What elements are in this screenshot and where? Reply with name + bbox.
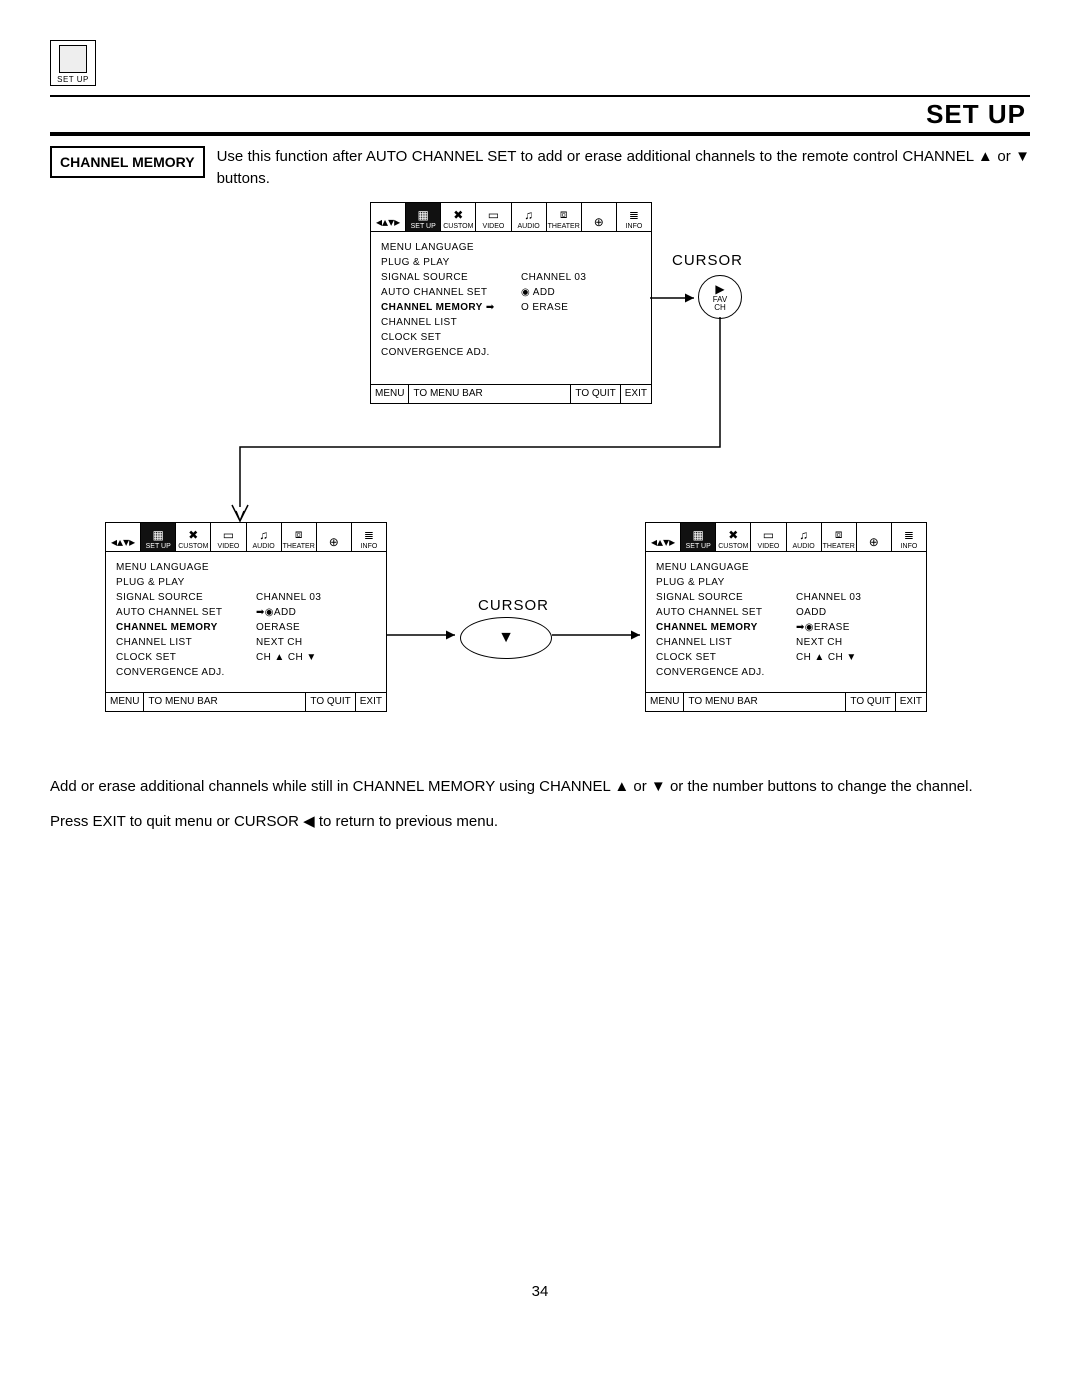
menubar: ◂▴▾▸ ▦SET UP ✖CUSTOM ▭VIDEO ♫AUDIO ⧈THEA… [106,523,386,552]
menubar-audio: ♫AUDIO [512,203,547,231]
diagram-area: ◂▴▾▸ ▦SET UP ✖CUSTOM ▭VIDEO ♫AUDIO ⧈THEA… [90,202,990,762]
menu-body: MENU LANGUAGE PLUG & PLAY SIGNAL SOURCEC… [371,232,651,366]
menubar-setup: ▦SET UP [681,523,716,551]
menubar-theater: ⧈THEATER [547,203,582,231]
setup-icon-label: SET UP [51,75,95,84]
menubar-setup: ▦SET UP [141,523,176,551]
cursor-label-2: CURSOR [478,597,549,614]
cursor-favch-button: ▶ FAVCH [698,275,742,319]
menubar-info: ≣INFO [617,203,651,231]
menubar-blank: ⊕ [317,523,352,551]
menubar-custom: ✖CUSTOM [716,523,751,551]
menu-screen-1: ◂▴▾▸ ▦SET UP ✖CUSTOM ▭VIDEO ♫AUDIO ⧈THEA… [370,202,652,404]
menubar-video: ▭VIDEO [476,203,511,231]
connector-arrow-3 [387,625,462,645]
title-bar: SET UP [50,95,1030,136]
menubar-blank: ⊕ [582,203,617,231]
menubar-theater: ⧈THEATER [282,523,317,551]
cursor-down-button: ▼ [460,617,552,659]
menubar-info: ≣INFO [352,523,386,551]
menubar-theater: ⧈THEATER [822,523,857,551]
intro-text: Use this function after AUTO CHANNEL SET… [217,146,1030,190]
menubar-custom: ✖CUSTOM [176,523,211,551]
menu-footer: MENU TO MENU BAR TO QUIT EXIT [371,384,651,403]
menu-footer: MENU TO MENU BAR TO QUIT EXIT [106,692,386,711]
connector-arrow-1 [650,292,700,304]
menu-screen-2: ◂▴▾▸ ▦SET UP ✖CUSTOM ▭VIDEO ♫AUDIO ⧈THEA… [105,522,387,712]
menubar-audio: ♫AUDIO [247,523,282,551]
menubar: ◂▴▾▸ ▦SET UP ✖CUSTOM ▭VIDEO ♫AUDIO ⧈THEA… [646,523,926,552]
menu-body: MENU LANGUAGE PLUG & PLAY SIGNAL SOURCEC… [646,552,926,686]
menubar-info: ≣INFO [892,523,926,551]
menu-screen-3: ◂▴▾▸ ▦SET UP ✖CUSTOM ▭VIDEO ♫AUDIO ⧈THEA… [645,522,927,712]
body-paragraph-2: Press EXIT to quit menu or CURSOR ◀ to r… [50,811,1030,833]
page-number: 34 [50,1283,1030,1300]
nav-arrows-icon: ◂▴▾▸ [371,203,406,231]
menubar-setup: ▦SET UP [406,203,441,231]
cursor-label-1: CURSOR [672,252,743,269]
menubar-audio: ♫AUDIO [787,523,822,551]
menubar: ◂▴▾▸ ▦SET UP ✖CUSTOM ▭VIDEO ♫AUDIO ⧈THEA… [371,203,651,232]
nav-arrows-icon: ◂▴▾▸ [106,523,141,551]
menu-footer: MENU TO MENU BAR TO QUIT EXIT [646,692,926,711]
menubar-video: ▭VIDEO [211,523,246,551]
menubar-video: ▭VIDEO [751,523,786,551]
menubar-blank: ⊕ [857,523,892,551]
body-paragraph-1: Add or erase additional channels while s… [50,776,1030,798]
connector-arrow-4 [552,625,647,645]
menu-body: MENU LANGUAGE PLUG & PLAY SIGNAL SOURCEC… [106,552,386,686]
intro-row: CHANNEL MEMORY Use this function after A… [50,146,1030,190]
setup-small-icon-row: SET UP [50,40,1030,89]
nav-arrows-icon: ◂▴▾▸ [646,523,681,551]
page-title: SET UP [926,99,1026,129]
setup-small-icon: SET UP [50,40,96,86]
menubar-custom: ✖CUSTOM [441,203,476,231]
channel-memory-box: CHANNEL MEMORY [50,146,205,178]
